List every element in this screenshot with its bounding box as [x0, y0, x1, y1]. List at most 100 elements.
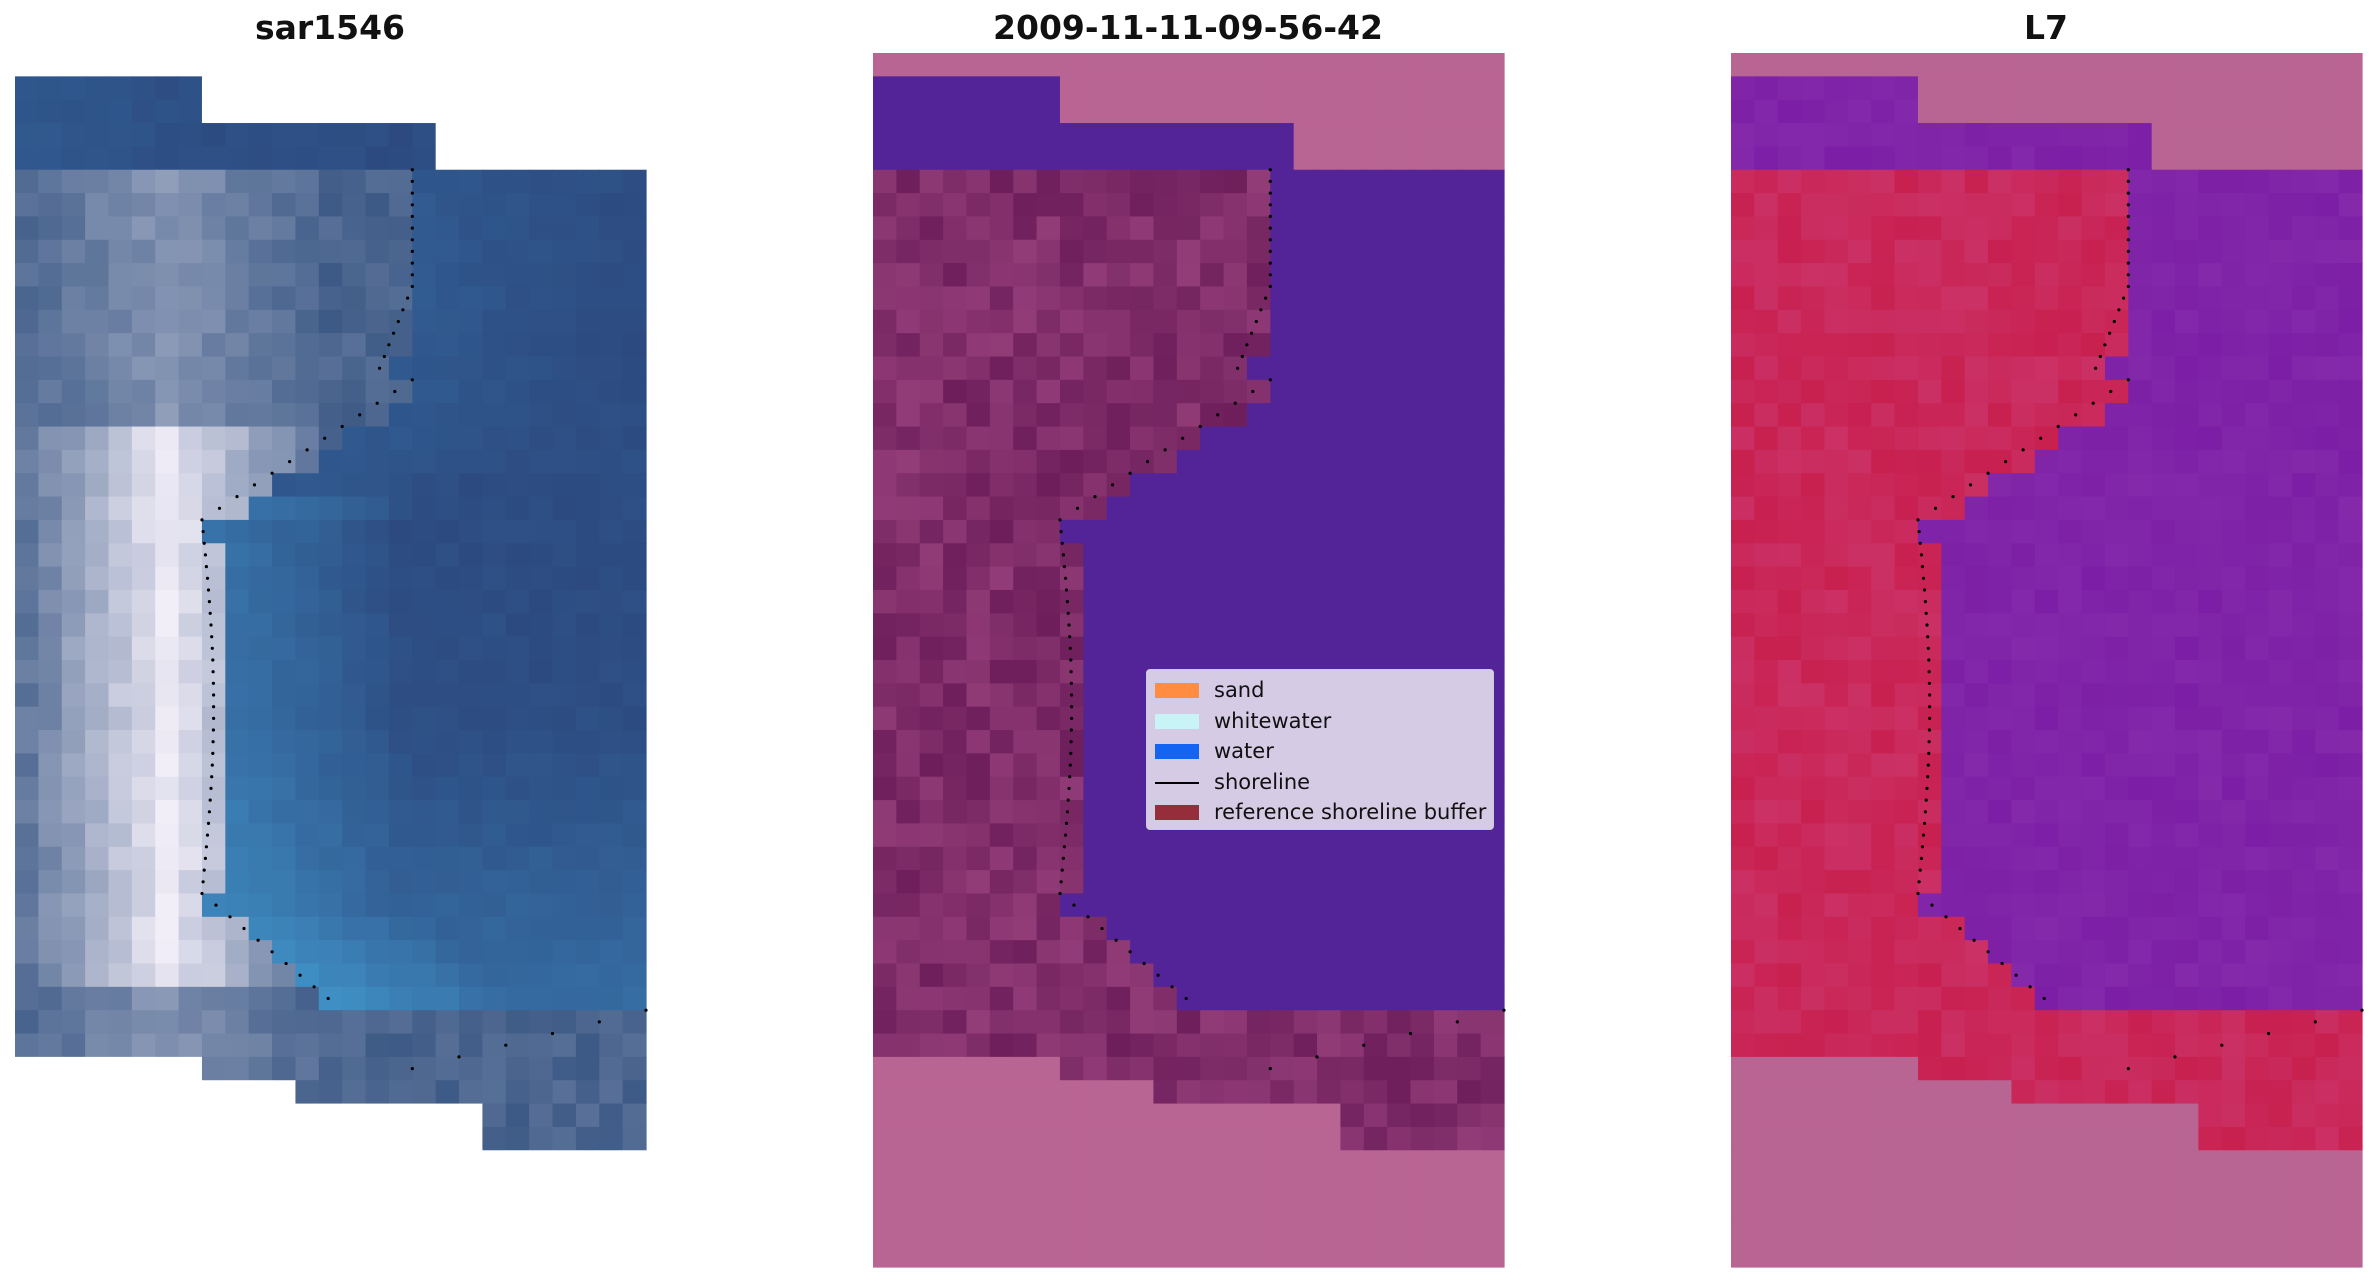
pixel-cell: [943, 519, 968, 544]
shoreline-dot: [1245, 343, 1249, 347]
pixel-cell: [1457, 986, 1482, 1011]
pixel-cell: [2175, 963, 2200, 988]
pixel-cell: [1731, 356, 1755, 381]
pixel-cell: [1964, 986, 1989, 1011]
pixel-cell: [2245, 216, 2270, 241]
pixel-cell: [435, 1220, 460, 1245]
pixel-cell: [2081, 1103, 2106, 1128]
pixel-cell: [1480, 589, 1505, 614]
pixel-cell: [1410, 239, 1435, 264]
pixel-cell: [1130, 613, 1155, 638]
pixel-cell: [505, 566, 530, 591]
pixel-cell: [505, 963, 530, 988]
pixel-cell: [943, 1243, 968, 1268]
pixel-cell: [919, 706, 944, 731]
pixel-cell: [2268, 1033, 2293, 1058]
pixel-cell: [2291, 800, 2316, 825]
pixel-cell: [2058, 543, 2083, 568]
pixel-cell: [1941, 449, 1966, 474]
pixel-cell: [1083, 963, 1108, 988]
pixel-cell: [178, 356, 203, 381]
pixel-cell: [388, 216, 413, 241]
pixel-cell: [1130, 566, 1155, 591]
pixel-cell: [2291, 99, 2316, 124]
pixel-cell: [1223, 309, 1248, 334]
pixel-cell: [2011, 940, 2036, 965]
pixel-cell: [178, 53, 203, 77]
pixel-cell: [1387, 123, 1412, 147]
pixel-cell: [1777, 660, 1802, 684]
pixel-cell: [1917, 823, 1942, 848]
pixel-cell: [529, 193, 554, 218]
pixel-cell: [1988, 1150, 2013, 1175]
pixel-cell: [342, 286, 367, 311]
pixel-cell: [2034, 543, 2059, 568]
pixel-cell: [966, 706, 991, 731]
pixel-cell: [1106, 169, 1131, 194]
pixel-cell: [1387, 76, 1412, 101]
pixel-cell: [1988, 940, 2013, 965]
shoreline-dot: [504, 1043, 508, 1047]
pixel-cell: [873, 123, 897, 147]
pixel-cell: [1731, 449, 1755, 474]
pixel-cell: [1410, 589, 1435, 614]
pixel-cell: [1871, 543, 1896, 568]
pixel-cell: [459, 146, 484, 171]
pixel-cell: [1917, 986, 1942, 1011]
shoreline-dot: [1069, 681, 1073, 685]
pixel-cell: [1387, 403, 1412, 428]
pixel-cell: [1917, 1150, 1942, 1175]
pixel-cell: [435, 753, 460, 778]
shoreline-dot: [340, 424, 344, 429]
pixel-cell: [1457, 1056, 1482, 1081]
pixel-cell: [1731, 426, 1755, 451]
pixel-cell: [482, 870, 507, 895]
pixel-cell: [989, 449, 1014, 474]
pixel-cell: [1130, 53, 1155, 77]
pixel-cell: [342, 543, 367, 568]
pixel-cell: [155, 519, 180, 544]
pixel-cell: [365, 543, 390, 568]
pixel-cell: [1153, 99, 1178, 124]
shoreline-dot: [1921, 833, 1926, 837]
pixel-cell: [1130, 1150, 1155, 1175]
pixel-cell: [1894, 1103, 1919, 1128]
pixel-cell: [2151, 76, 2176, 101]
pixel-cell: [1457, 1173, 1482, 1198]
pixel-cell: [989, 286, 1014, 311]
pixel-cell: [2315, 730, 2340, 754]
pixel-cell: [295, 1196, 320, 1221]
pixel-cell: [873, 1126, 897, 1151]
pixel-cell: [1480, 916, 1505, 941]
pixel-cell: [966, 216, 991, 241]
shoreline-dot: [2126, 261, 2130, 265]
shoreline-dot: [1093, 495, 1097, 499]
pixel-cell: [1106, 613, 1131, 638]
pixel-cell: [2081, 660, 2106, 684]
pixel-cell: [1246, 543, 1271, 568]
pixel-cell: [2175, 1033, 2200, 1058]
pixel-cell: [1988, 730, 2013, 754]
pixel-cell: [1917, 870, 1942, 895]
pixel-cell: [552, 916, 577, 941]
pixel-cell: [622, 1103, 647, 1128]
pixel-cell: [552, 496, 577, 521]
pixel-cell: [1941, 333, 1966, 358]
pixel-cell: [1153, 1010, 1178, 1035]
pixel-cell: [2175, 263, 2200, 288]
pixel-cell: [1964, 800, 1989, 825]
pixel-cell: [38, 239, 63, 264]
pixel-cell: [529, 589, 554, 614]
pixel-cell: [1293, 519, 1318, 544]
pixel-cell: [201, 800, 226, 825]
pixel-cell: [225, 403, 250, 428]
pixel-cell: [599, 1150, 624, 1175]
shoreline-dot: [208, 798, 212, 802]
pixel-cell: [1754, 286, 1779, 311]
pixel-cell: [1059, 846, 1084, 871]
pixel-cell: [2011, 333, 2036, 358]
pixel-cell: [1340, 449, 1365, 474]
shoreline-dot: [211, 751, 215, 756]
pixel-cell: [1847, 1196, 1872, 1221]
shoreline-dot: [1926, 763, 1930, 767]
